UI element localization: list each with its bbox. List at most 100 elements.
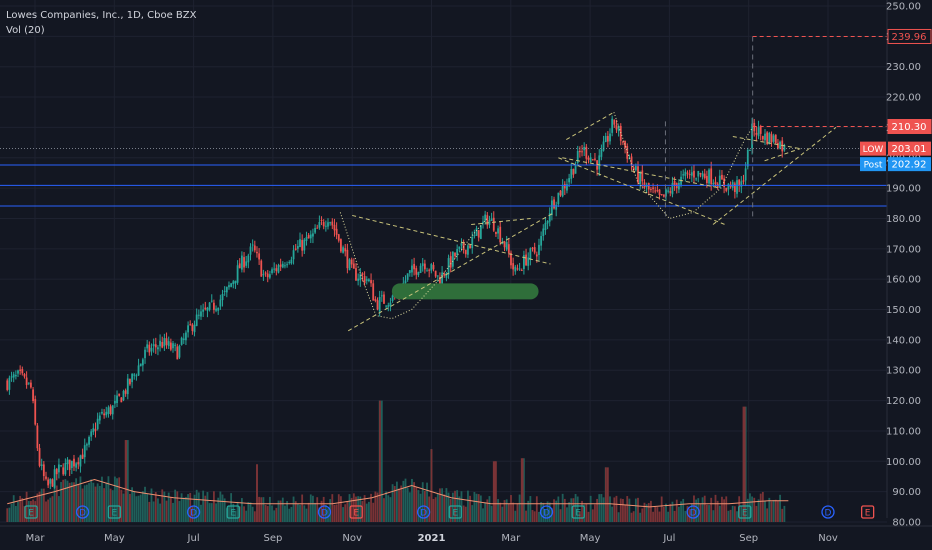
volume-bar (90, 479, 93, 522)
candle-body (243, 257, 245, 268)
candle-body (380, 295, 383, 297)
price-axis[interactable]: 80.00 90.00 100.00 110.00 120.00 130.00 140.00… (860, 0, 932, 550)
candle-body (66, 459, 69, 465)
price-tag-value: 202.92 (892, 160, 927, 171)
candle-body (98, 415, 101, 421)
volume-bar (622, 498, 624, 522)
candle-body (492, 217, 495, 231)
candle-body (482, 221, 484, 224)
candle-body (90, 431, 93, 437)
volume-bar (479, 495, 482, 522)
volume-bar (217, 497, 220, 522)
volume-bar (486, 499, 489, 522)
volume-bar (475, 493, 478, 522)
candle-body (109, 406, 112, 415)
candle-body (210, 300, 213, 302)
candle-body (495, 231, 497, 234)
candle-body (290, 259, 293, 264)
volume-bar (718, 505, 721, 522)
candle-body (578, 150, 581, 153)
candle-body (361, 273, 364, 276)
price-tick: 160.00 (886, 275, 921, 286)
volume-bar (628, 498, 631, 522)
candle-body (419, 265, 422, 273)
candles (6, 115, 786, 490)
candle-body (475, 228, 478, 236)
volume-bar (415, 487, 418, 522)
volume-bar (73, 482, 75, 522)
volume-bar (703, 495, 706, 522)
candle-body (247, 255, 250, 263)
volume-bar (611, 506, 614, 522)
candle-body (583, 146, 586, 151)
candle-body (350, 259, 353, 265)
volume-bar (619, 498, 622, 522)
candle-body (49, 478, 52, 484)
volume-bar (462, 505, 465, 522)
volume-bar (344, 504, 347, 522)
volume-bar (774, 499, 777, 522)
candle-body (135, 375, 138, 377)
candle-body (8, 377, 11, 390)
trend-line (764, 148, 801, 162)
trend-line (558, 157, 726, 226)
candle-body (501, 242, 504, 244)
price-tick: 80.00 (892, 518, 921, 529)
candle-body (484, 214, 487, 221)
candle-body (469, 245, 471, 249)
candle-body (103, 413, 106, 416)
candle-body (131, 373, 134, 383)
candle-body (94, 429, 97, 431)
volume-bar (434, 497, 437, 522)
volume-bar (662, 506, 665, 522)
volume-bar (316, 497, 319, 522)
volume-bar (574, 493, 577, 522)
candle-body (249, 246, 252, 255)
candle-body (497, 228, 499, 234)
time-axis[interactable]: Mar May Jul Sep Nov 2021 Mar May Jul Sep Nov (0, 525, 932, 550)
volume-spike (256, 464, 258, 522)
candle-body (383, 294, 385, 304)
volume-indicator-label[interactable]: Vol (20) (6, 25, 45, 36)
volume-bar (92, 482, 95, 522)
candle-body (759, 126, 762, 134)
volume-bar (284, 505, 286, 522)
volume-bar (471, 505, 474, 522)
volume-bar (120, 489, 123, 522)
volume-bar (572, 498, 575, 522)
candle-body (510, 252, 512, 266)
symbol-title[interactable]: Lowes Companies, Inc., 1D, Cboe BZX (6, 10, 197, 21)
candle-body (73, 458, 75, 467)
candle-body (609, 133, 611, 142)
volume-bar (236, 501, 239, 522)
earnings-icon (226, 505, 240, 519)
candle-body (85, 444, 88, 446)
volume-bar (395, 481, 398, 522)
volume-bar (669, 503, 672, 522)
candle-body (413, 263, 416, 270)
volume-bar (675, 499, 678, 522)
volume-bar (10, 503, 13, 522)
candle-body (436, 275, 439, 277)
candle-body (757, 127, 760, 137)
candle-body (557, 192, 560, 205)
volume-bar (221, 494, 224, 522)
volume-bar (413, 482, 416, 522)
candle-body (185, 332, 187, 341)
volume-bar (150, 488, 153, 522)
candle-body (727, 183, 730, 190)
volume-bar (682, 498, 685, 522)
volume-bar (665, 503, 667, 522)
volume-bar (432, 498, 435, 522)
candle-body (523, 255, 525, 269)
time-label: May (580, 533, 601, 544)
volume-pane (6, 400, 789, 522)
volume-bar (650, 500, 652, 522)
volume-bar (647, 503, 650, 522)
trend-line (732, 136, 801, 150)
price-tag-badge (860, 157, 886, 172)
volume-bar (516, 503, 519, 522)
volume-bar (639, 512, 642, 522)
volume-bar (458, 496, 461, 522)
